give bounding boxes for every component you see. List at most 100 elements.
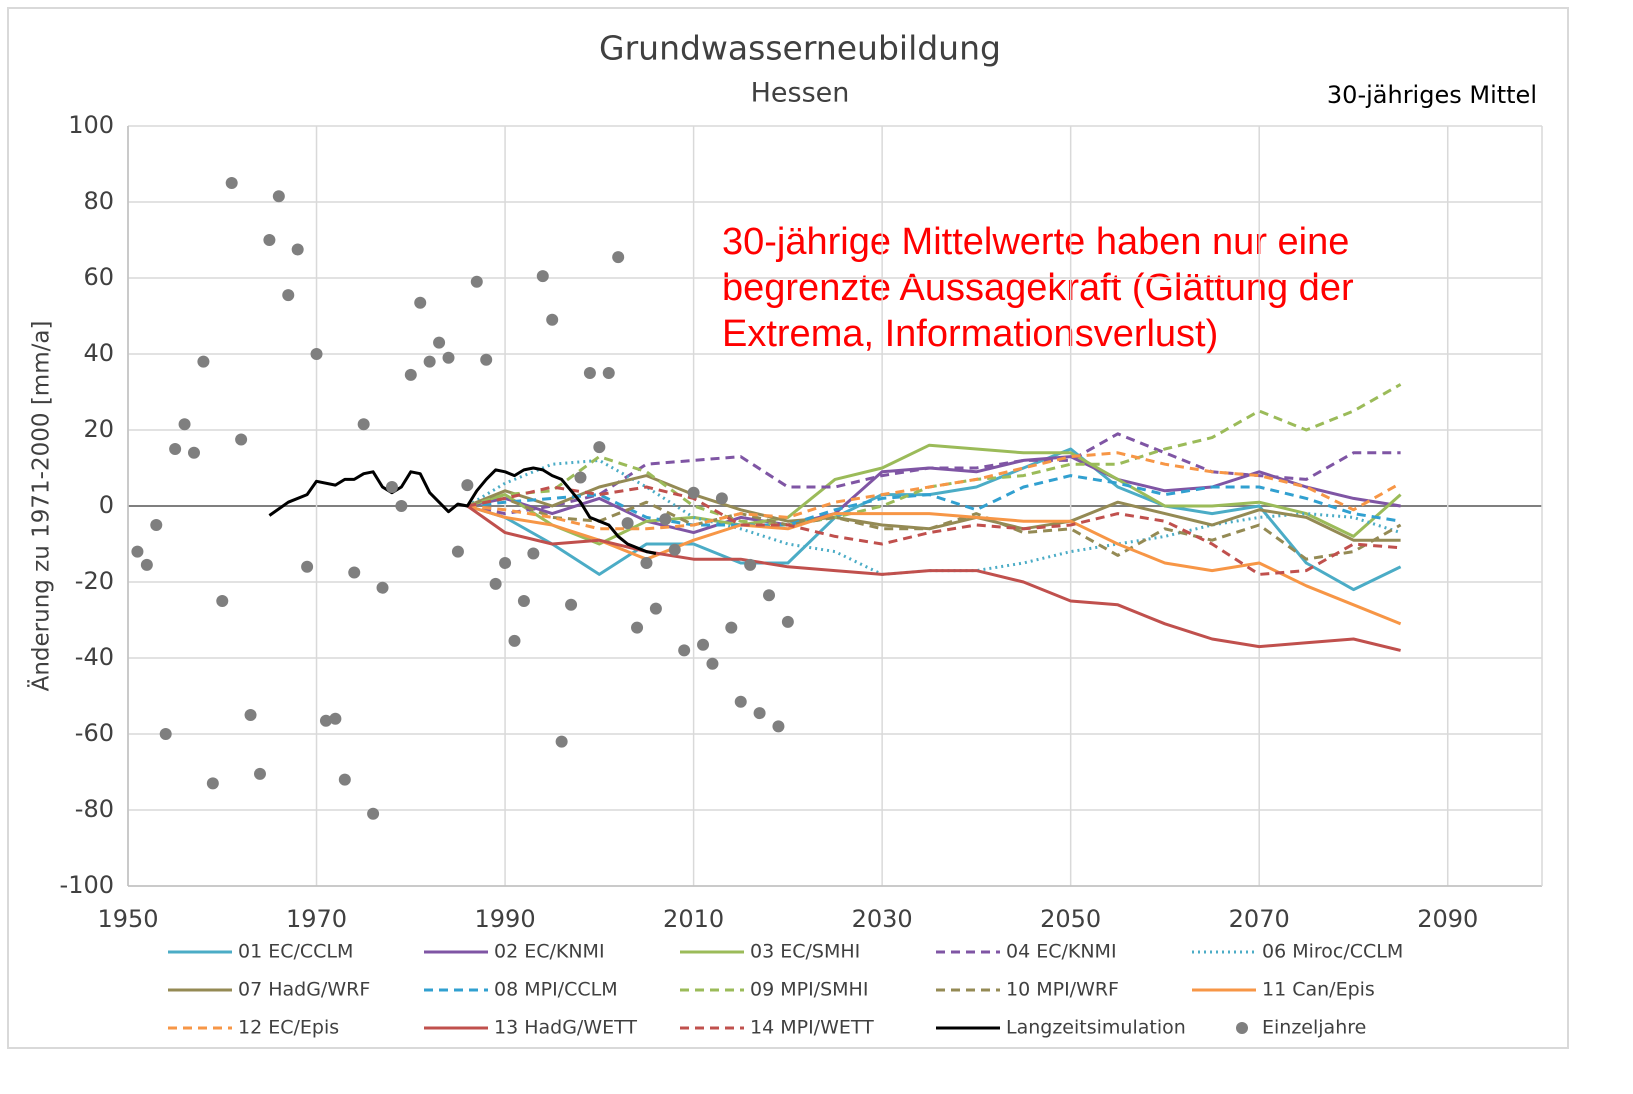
scatter-point — [715, 492, 728, 505]
annotation: 30-jährige Mittelwerte haben nur einebeg… — [722, 221, 1354, 355]
scatter-point — [451, 545, 464, 558]
legend-label: 06 Miroc/CCLM — [1262, 941, 1403, 963]
legend-label: Einzeljahre — [1262, 1017, 1366, 1039]
scatter-point — [706, 657, 719, 670]
scatter-point — [319, 714, 332, 727]
scatter-point — [602, 367, 615, 379]
scatter-point — [187, 446, 200, 459]
legend-label: 14 MPI/WETT — [750, 1017, 874, 1039]
series-line — [466, 504, 1401, 652]
legend-label: 01 EC/CCLM — [238, 941, 353, 963]
scatter-point — [263, 234, 276, 246]
scatter-point — [678, 644, 691, 657]
legend-label: 10 MPI/WRF — [1006, 979, 1119, 1001]
scatter-point — [565, 598, 578, 611]
y-tick-label: 60 — [83, 263, 114, 291]
legend-label: 09 MPI/SMHI — [750, 979, 868, 1001]
scatter-point — [763, 589, 776, 602]
chart-subtitle: Hessen — [751, 78, 850, 109]
x-tick-label: 1990 — [475, 905, 536, 933]
scatter-point — [225, 177, 238, 189]
y-axis-label: Änderung zu 1971-2000 [mm/a] — [27, 321, 55, 692]
scatter-point — [461, 479, 474, 492]
y-tick-label: 0 — [99, 491, 114, 519]
scatter-point — [244, 709, 257, 721]
scatter-point — [348, 566, 361, 579]
y-tick-label: 40 — [83, 339, 114, 367]
scatter-point — [197, 355, 210, 368]
scatter-point — [536, 270, 549, 283]
scatter-point — [499, 557, 512, 569]
scatter-point — [423, 355, 436, 368]
x-tick-label: 2090 — [1417, 905, 1478, 933]
series-line — [467, 474, 1401, 527]
legend-label: 07 HadG/WRF — [238, 979, 370, 1001]
scatter-point — [338, 773, 351, 786]
legend-label: 13 HadG/WETT — [494, 1017, 637, 1039]
corner-note: 30-jähriges Mittel — [1327, 81, 1537, 109]
scatter-point — [583, 367, 596, 379]
y-tick-label: -80 — [75, 795, 114, 823]
scatter-point — [442, 351, 455, 364]
scatter-point — [527, 547, 540, 560]
annotation-line: 30-jährige Mittelwerte haben nur eine — [722, 221, 1349, 263]
scatter-point — [414, 296, 427, 309]
scatter-point — [150, 519, 163, 531]
legend-label: 11 Can/Epis — [1262, 979, 1375, 1001]
annotation-line: Extrema, Informationsverlust) — [722, 313, 1218, 355]
scatter-point — [253, 767, 266, 780]
scatter-point — [781, 615, 794, 628]
scatter-point — [272, 190, 285, 203]
y-tick-label: -20 — [75, 567, 114, 595]
legend-label: 12 EC/Epis — [238, 1017, 339, 1039]
scatter-point — [649, 602, 662, 615]
scatter-point — [697, 638, 710, 651]
legend-label: 03 EC/SMHI — [750, 941, 860, 963]
legend-marker — [1236, 1022, 1248, 1034]
chart-title: Grundwasserneubildung — [599, 29, 1001, 68]
scatter-point — [517, 595, 530, 607]
scatter-point — [480, 353, 493, 366]
x-tick-label: 2010 — [663, 905, 724, 933]
annotation-line: begrenzte Aussagekraft (Glättung der — [722, 267, 1354, 309]
scatter-point — [734, 695, 747, 708]
scatter-point — [555, 735, 568, 748]
scatter-point — [282, 289, 295, 302]
scatter-point — [668, 543, 681, 556]
scatter-point — [329, 712, 342, 725]
scatter-point — [725, 621, 738, 634]
scatter-point — [621, 517, 634, 530]
scatter-point — [640, 557, 653, 569]
x-tick-label: 2050 — [1040, 905, 1101, 933]
x-tick-label: 2070 — [1229, 905, 1290, 933]
scatter-point — [131, 545, 144, 558]
series-line — [467, 496, 1402, 561]
series-line — [466, 458, 1402, 576]
scatter-point — [744, 558, 757, 571]
legend-label: 02 EC/KNMI — [494, 941, 605, 963]
scatter-point — [291, 243, 304, 256]
scatter-point — [376, 581, 389, 594]
scatter-point — [574, 471, 587, 484]
x-tick-label: 2030 — [852, 905, 913, 933]
series-line — [466, 443, 1402, 546]
scatter-point — [357, 418, 370, 431]
y-tick-label: 80 — [83, 187, 114, 215]
y-tick-label: 100 — [68, 111, 114, 139]
scatter-point — [367, 807, 380, 820]
scatter-point — [216, 595, 229, 607]
scatter-point — [385, 481, 398, 493]
scatter-point — [659, 513, 672, 526]
y-tick-label: 20 — [83, 415, 114, 443]
y-tick-label: -60 — [75, 719, 114, 747]
scatter-point — [508, 634, 521, 647]
series-line — [268, 466, 657, 555]
scatter-point — [470, 275, 483, 288]
legend-label: Langzeitsimulation — [1006, 1017, 1186, 1039]
x-tick-label: 1950 — [97, 905, 158, 933]
y-tick-label: -100 — [60, 871, 114, 899]
scatter-point — [178, 418, 191, 431]
y-tick-label: -40 — [75, 643, 114, 671]
scatter-point — [301, 560, 314, 573]
scatter-point — [140, 558, 153, 571]
